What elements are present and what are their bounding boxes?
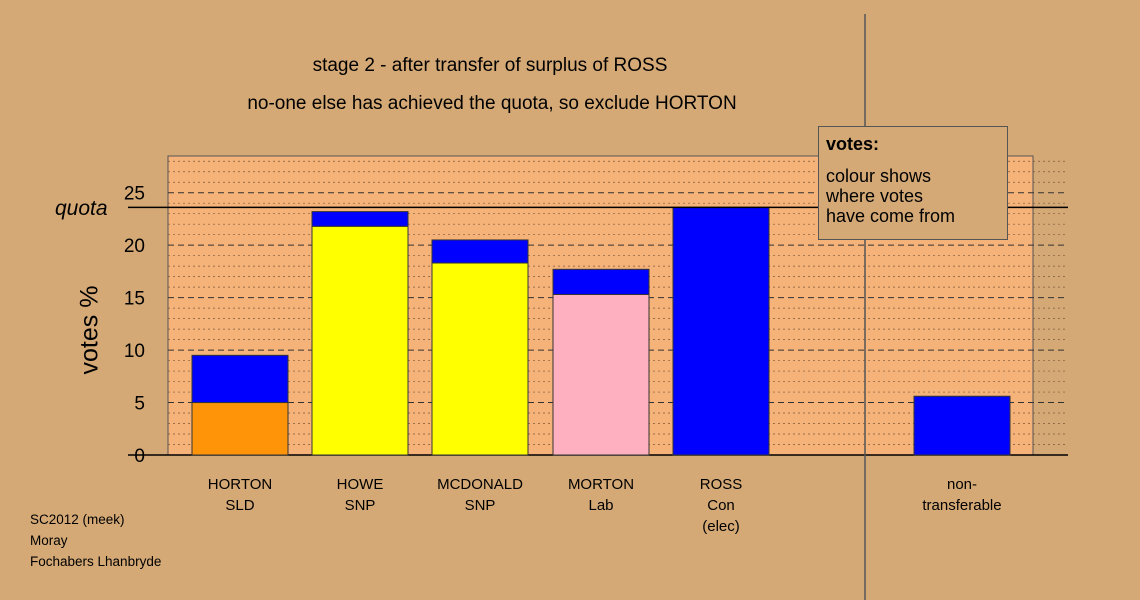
category-label: MCDONALD SNP — [410, 474, 550, 516]
bar-segment — [672, 206, 770, 456]
bar-segment — [431, 239, 529, 264]
bar-segment — [191, 402, 289, 456]
legend-line: have come from — [826, 206, 956, 226]
category-label-line: MCDONALD — [437, 476, 523, 493]
y-tick-label: 15 — [124, 289, 145, 310]
chart-subtitle: no-one else has achieved the quota, so e… — [247, 93, 737, 114]
bar-segment — [552, 293, 650, 456]
legend-line: colour shows — [826, 166, 932, 186]
category-label: MORTON Lab — [531, 474, 671, 516]
legend-line: where votes — [826, 186, 924, 206]
category-label-line: HORTON — [207, 476, 273, 493]
category-label-line: ROSS — [699, 476, 743, 493]
y-axis-label: votes % — [75, 285, 104, 375]
y-tick-label: 25 — [124, 184, 145, 205]
y-tick-label: 5 — [134, 394, 145, 415]
category-label: ROSS Con (elec) — [651, 474, 791, 537]
footer-line: SC2012 (meek) — [30, 512, 125, 527]
category-label-line: Lab — [588, 497, 614, 514]
quota-label: quota — [55, 197, 108, 220]
chart-title: stage 2 - after transfer of surplus of R… — [312, 55, 668, 76]
footer-line: Moray — [30, 533, 68, 548]
category-label: HOWE SNP — [290, 474, 430, 516]
footer-line: Fochabers Lhanbryde — [30, 554, 162, 569]
bar-segment — [552, 268, 650, 295]
bar-segment — [311, 225, 409, 456]
category-label-line: SNP — [344, 497, 376, 514]
category-label: non-transferable — [892, 474, 1032, 516]
bar-nontransferable — [913, 395, 1011, 456]
legend-heading: votes: — [826, 134, 880, 154]
category-label-line: (elec) — [702, 518, 740, 535]
category-label-line: transferable — [922, 497, 1002, 514]
category-label-line: SNP — [464, 497, 496, 514]
category-label-line: HOWE — [336, 476, 384, 493]
category-label-line: Con — [707, 497, 735, 514]
category-label: HORTON SLD — [170, 474, 310, 516]
y-tick-label: 0 — [134, 446, 145, 467]
y-tick-label: 20 — [124, 236, 145, 257]
bar-segment — [431, 262, 529, 456]
y-tick-label: 10 — [124, 341, 145, 362]
category-label-line: non- — [946, 476, 978, 493]
category-label-line: SLD — [225, 497, 255, 514]
category-label-line: MORTON — [567, 476, 635, 493]
bar-segment — [311, 211, 409, 227]
bar-segment — [191, 354, 289, 404]
legend: votes: colour shows where votes have com… — [818, 126, 1008, 240]
